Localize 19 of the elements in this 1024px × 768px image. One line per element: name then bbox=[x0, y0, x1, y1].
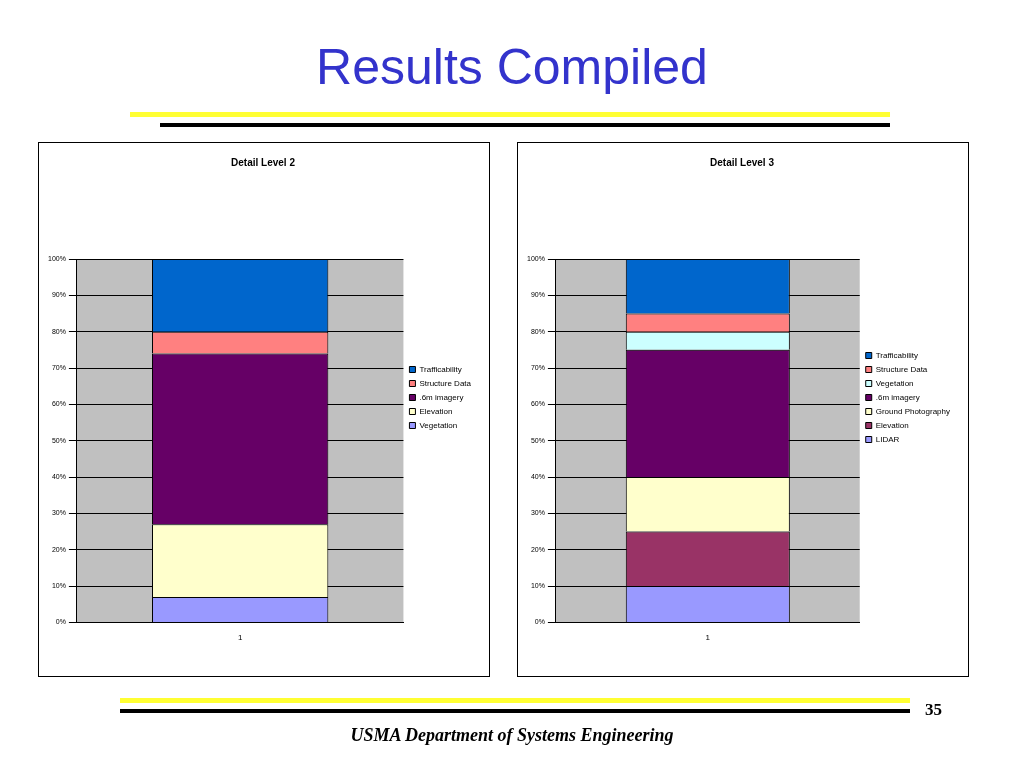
text: 35 bbox=[925, 700, 942, 720]
legend-label: Structure Data bbox=[875, 364, 928, 374]
x-tick-label: 1 bbox=[237, 633, 243, 643]
legend-label: Vegetation bbox=[875, 378, 914, 388]
text: Results Compiled bbox=[315, 38, 709, 96]
legend-label: Elevation bbox=[875, 420, 909, 430]
x-tick-label: 1 bbox=[705, 633, 711, 643]
legend-label: .6m imagery bbox=[419, 392, 464, 402]
legend-label: Trafficability bbox=[419, 364, 462, 374]
legend-label: Vegetation bbox=[419, 420, 458, 430]
legend-label: LIDAR bbox=[875, 434, 900, 444]
legend-label: .6m imagery bbox=[875, 392, 920, 402]
legend-label: Ground Photography bbox=[875, 406, 951, 416]
chart-title: Detail Level 2 bbox=[231, 156, 296, 168]
legend-label: Elevation bbox=[419, 406, 453, 416]
legend-label: Trafficability bbox=[875, 350, 918, 360]
legend-label: Structure Data bbox=[419, 378, 472, 388]
chart-title: Detail Level 3 bbox=[710, 156, 775, 168]
text: USMA Department of Systems Engineering bbox=[349, 725, 675, 746]
